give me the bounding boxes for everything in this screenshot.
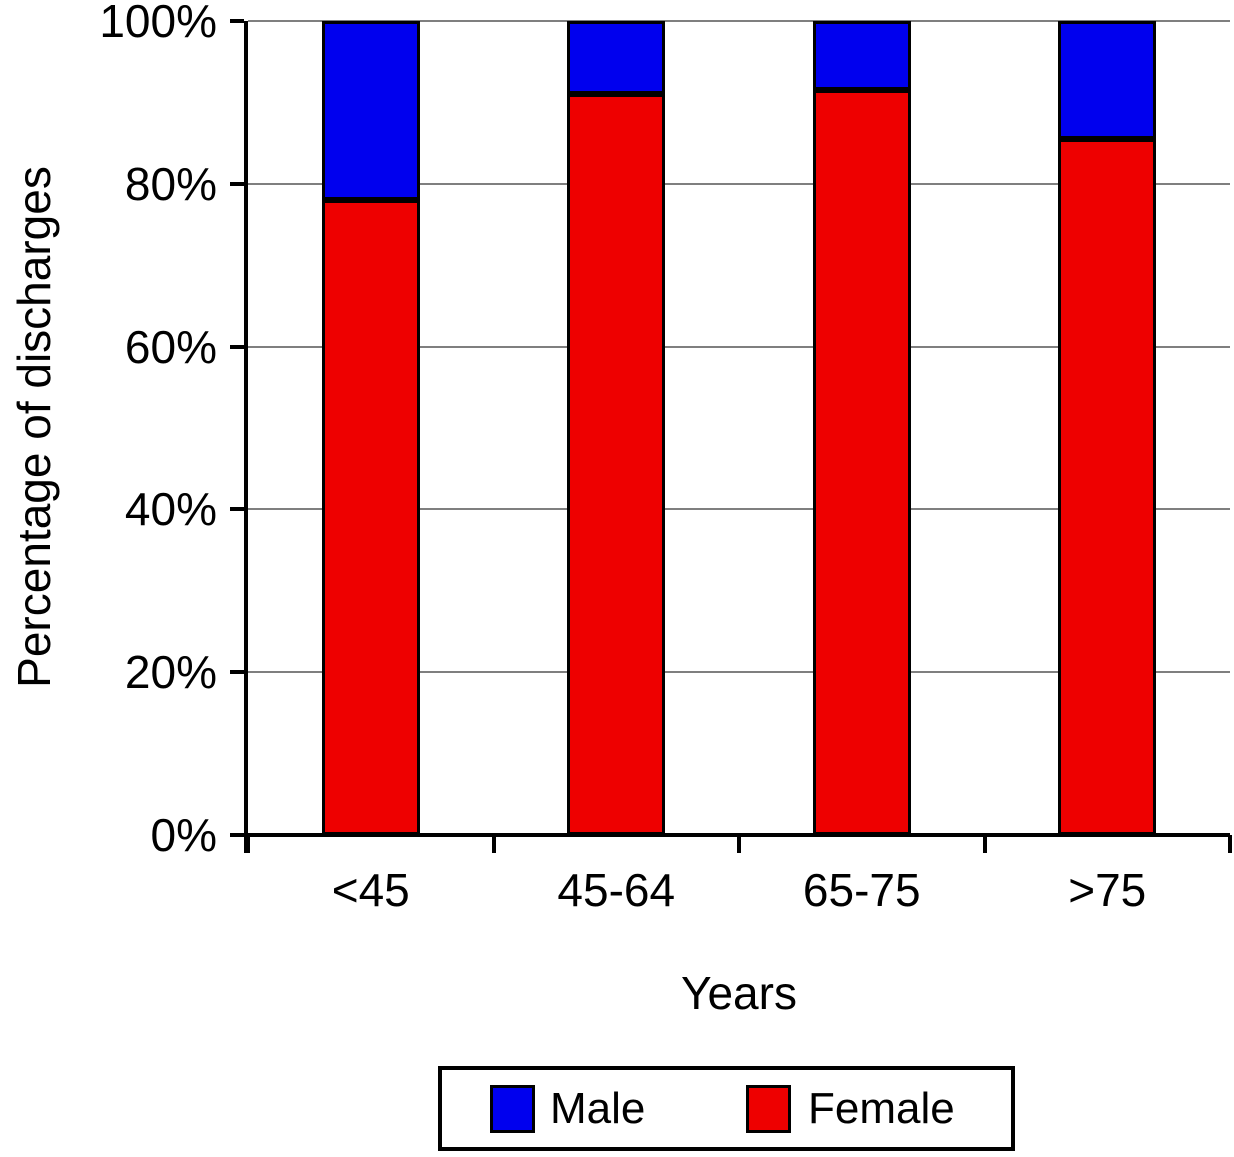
y-tick-label-40: 40% — [124, 483, 217, 536]
y-tick-label-100: 100% — [99, 0, 217, 47]
legend-swatch-female — [746, 1085, 791, 1133]
gridline-40 — [248, 508, 1230, 511]
y-axis-tick-0 — [230, 833, 244, 837]
x-axis-tick-1 — [491, 835, 496, 853]
x-axis-tick-4 — [1228, 835, 1232, 853]
y-tick-label-60: 60% — [124, 320, 217, 373]
bar-segment-female-0 — [321, 200, 420, 835]
x-category-label-1: 45-64 — [557, 864, 676, 916]
y-axis-tick-20 — [230, 670, 244, 675]
gridline-80 — [248, 182, 1230, 185]
bar-segment-male-3 — [1058, 21, 1157, 140]
y-axis-line — [244, 21, 248, 853]
bar-segment-female-2 — [812, 90, 911, 835]
bar-segment-female-1 — [567, 94, 666, 835]
bar-segment-male-1 — [567, 21, 666, 95]
bar-segment-male-2 — [812, 21, 911, 91]
y-tick-label-0: 0% — [150, 809, 217, 861]
legend-label-female: Female — [808, 1084, 955, 1133]
y-tick-label-80: 80% — [124, 157, 217, 210]
x-category-label-3: >75 — [1068, 864, 1147, 916]
x-axis-tick-2 — [737, 835, 741, 853]
x-category-label-2: 65-75 — [802, 864, 921, 916]
gridline-60 — [248, 345, 1230, 348]
bar-segment-female-3 — [1058, 139, 1157, 835]
y-axis-title: Percentage of discharges — [8, 166, 60, 688]
y-axis-tick-80 — [230, 181, 244, 186]
y-axis-tick-100 — [230, 19, 244, 23]
legend-swatch-male — [490, 1085, 535, 1133]
legend: Male Female — [438, 1066, 1015, 1151]
x-axis-tick-0 — [246, 835, 250, 853]
y-tick-label-20: 20% — [124, 646, 217, 699]
bar-segment-male-0 — [321, 21, 420, 201]
y-axis-tick-40 — [230, 507, 244, 512]
x-axis-tick-3 — [982, 835, 987, 853]
gridline-20 — [248, 671, 1230, 674]
legend-label-male: Male — [550, 1084, 646, 1133]
gridline-100 — [248, 20, 1230, 22]
x-axis-title: Years — [681, 967, 797, 1019]
y-axis-tick-60 — [230, 344, 244, 349]
x-category-label-0: <45 — [331, 864, 410, 916]
